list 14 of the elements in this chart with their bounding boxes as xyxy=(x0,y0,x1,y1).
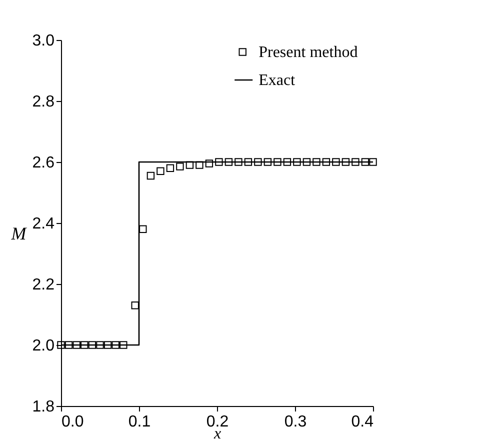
y-axis-title: M xyxy=(10,223,28,244)
y-tick-label: 1.8 xyxy=(32,398,55,416)
y-tick-label: 2.4 xyxy=(32,216,55,232)
y-tick-label: 2.8 xyxy=(32,94,55,110)
x-tick-label: 0.3 xyxy=(284,414,307,430)
x-tick-label: 0.0 xyxy=(62,414,84,430)
x-tick-label: 0.1 xyxy=(128,414,151,430)
legend-label: Present method xyxy=(258,44,358,61)
y-tick-label: 2.0 xyxy=(32,338,55,354)
y-tick-label: 2.6 xyxy=(32,154,55,172)
y-tick-label: 3.0 xyxy=(32,32,55,50)
y-tick-label: 2.2 xyxy=(32,276,55,294)
x-tick-label: 0.4 xyxy=(351,414,374,430)
legend-label: Exact xyxy=(258,72,296,89)
